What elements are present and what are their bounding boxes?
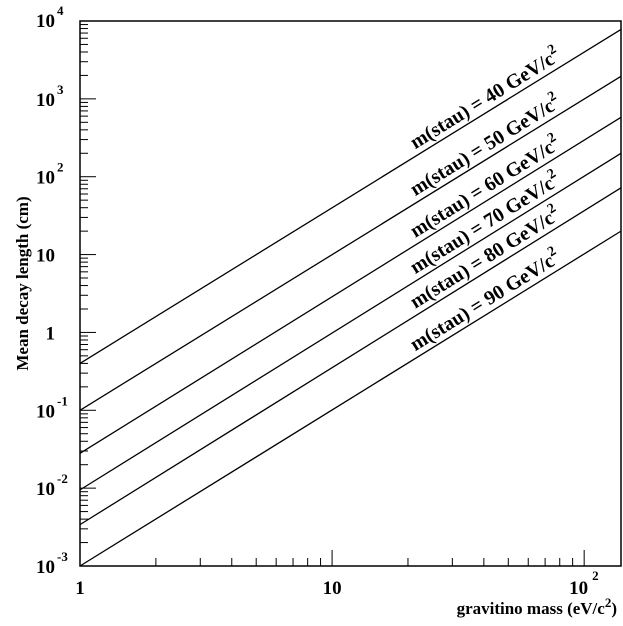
- y-tick-label: 10: [36, 401, 55, 422]
- y-tick-exponent: 3: [57, 82, 64, 97]
- x-tick-labels: 1 10 10 2: [75, 568, 598, 599]
- series-line-1: [79, 28, 622, 364]
- y-tick-exponent: 2: [57, 160, 64, 175]
- x-axis-title-sup: 2: [605, 595, 612, 610]
- y-tick-exponent: 4: [57, 3, 64, 18]
- x-tick-exponent: 2: [592, 568, 599, 583]
- series-line-5: [79, 187, 622, 526]
- y-tick-exponent: -2: [57, 471, 68, 486]
- y-tick-label: 10: [36, 11, 55, 32]
- y-tick-exponent: -1: [57, 393, 68, 408]
- x-tick-label: 10: [569, 578, 588, 599]
- series-line-6: [79, 230, 622, 567]
- y-axis-ticks: [80, 20, 96, 567]
- y-tick-label: 10: [36, 557, 55, 578]
- x-axis-title-close: ): [611, 599, 617, 618]
- y-tick-label: 10: [36, 479, 55, 500]
- x-tick-label: 1: [75, 578, 85, 599]
- x-axis-title: gravitino mass (eV/c2): [457, 595, 617, 618]
- y-tick-label: 10: [36, 90, 55, 111]
- y-tick-label: 10: [36, 246, 55, 267]
- plot-frame: [79, 20, 622, 567]
- y-tick-label: 10: [36, 168, 55, 189]
- y-axis-title: Mean decay length (cm): [13, 196, 32, 370]
- x-axis-title-text: gravitino mass (eV/c: [457, 599, 606, 618]
- series-line-2: [79, 75, 622, 411]
- y-tick-exponent: -3: [57, 549, 68, 564]
- series-lines: [79, 28, 622, 567]
- x-tick-label: 10: [323, 578, 342, 599]
- series-labels: m(stau) = 40 GeV/c2m(stau) = 50 GeV/c2m(…: [406, 42, 559, 356]
- x-axis-ticks: [79, 550, 585, 566]
- y-tick-label: 1: [46, 323, 56, 344]
- series-line-4: [79, 152, 622, 491]
- series-line-3: [79, 116, 622, 454]
